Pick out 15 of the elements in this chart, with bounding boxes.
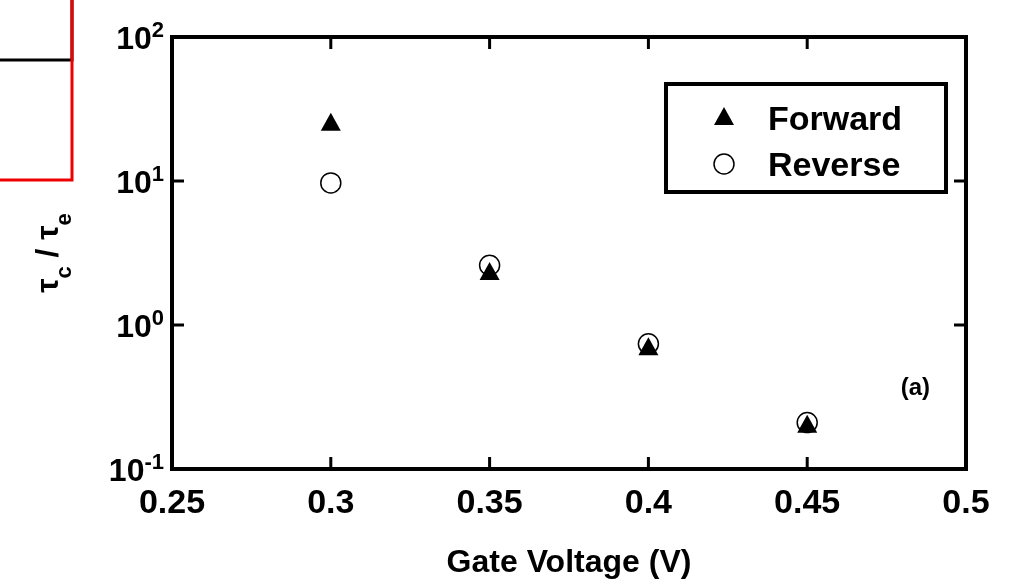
x-axis-title: Gate Voltage (V) — [446, 543, 692, 579]
point — [320, 112, 341, 131]
x-tick-label: 0.45 — [774, 482, 841, 520]
legend-label: Forward — [768, 99, 903, 137]
x-tick-label: 0.35 — [456, 482, 523, 520]
legend-label: Reverse — [768, 145, 901, 183]
x-tick-label: 0.3 — [307, 482, 355, 520]
x-tick-label: 0.4 — [624, 482, 673, 520]
y-tick-label: 10$^{2}$ — [116, 16, 164, 56]
point — [478, 254, 501, 276]
y-tick-label: 10$^{1}$ — [116, 160, 164, 200]
y-tick-label: 10$^{0}$ — [116, 304, 164, 344]
x-tick-label: 0.5 — [942, 482, 990, 520]
annotation: (a) — [900, 373, 930, 400]
point — [320, 172, 342, 194]
